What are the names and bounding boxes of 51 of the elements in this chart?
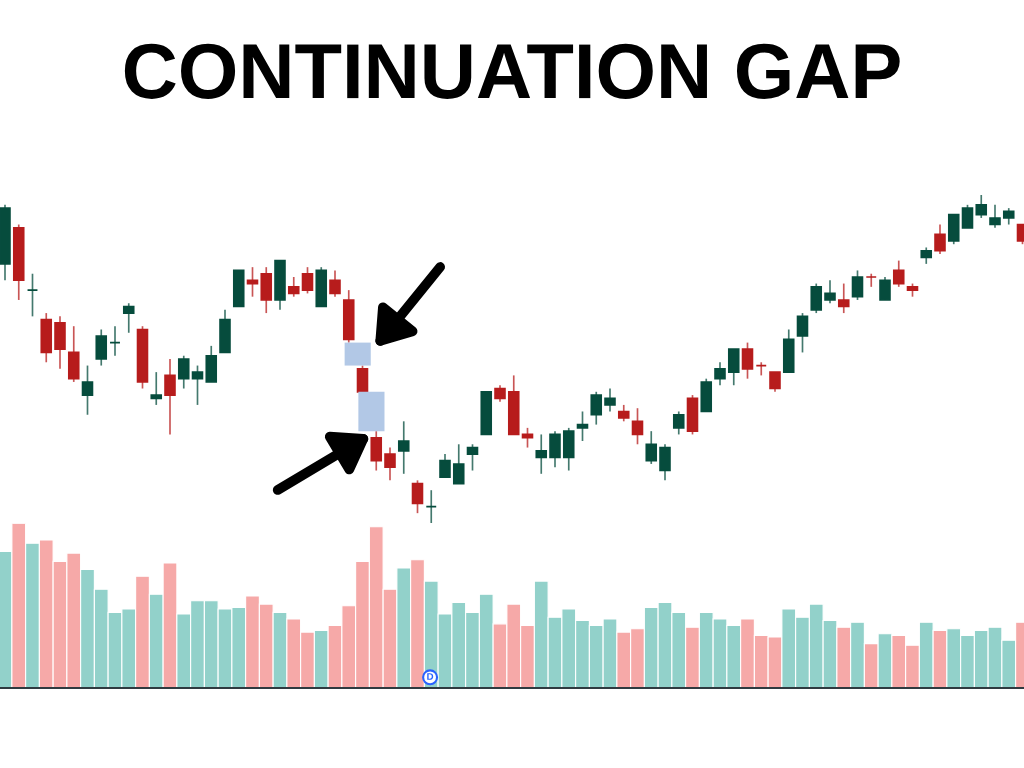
candlestick [769,371,781,393]
candlestick [439,453,451,478]
candlestick [961,204,974,229]
candlestick [755,361,768,377]
candlestick [549,430,561,469]
candlestick [109,325,121,357]
candlestick [934,223,946,255]
candlestick [879,276,891,301]
candlestick [645,430,658,465]
candlestick [356,364,369,393]
candlestick [989,204,1001,229]
candlestick [177,354,190,390]
candlestick [122,302,135,334]
candlestick [727,348,740,387]
annotation: D [427,673,434,680]
candlestick [329,269,341,298]
chart-title: CONTINUATION GAP [124,43,900,99]
candlestick [370,430,383,472]
candlestick [425,489,438,523]
candlestick [452,443,465,485]
candlestick [26,272,39,318]
candlestick [590,390,603,426]
candlestick [81,364,94,416]
candlestick [851,269,864,301]
candlestick [975,195,988,219]
candlestick [397,420,410,475]
candlestick [865,272,878,288]
candlestick [604,387,616,413]
candlestick [191,364,204,406]
candlestick [95,328,108,367]
candlestick [411,479,424,514]
candlestick [164,358,176,436]
candlestick [521,427,534,449]
candlestick [741,341,754,380]
candlestick [466,443,479,472]
candlestick [810,282,823,314]
candlestick [535,433,548,475]
candlestick [246,266,259,298]
candlestick [659,443,671,482]
candlestick [837,282,850,314]
candlestick [631,407,644,446]
candlestick [796,312,809,354]
candlestick [576,410,589,442]
candlestick [301,266,314,295]
candlestick [672,410,685,436]
candlestick [150,371,163,406]
candlestick [287,276,300,298]
candlestick [384,446,396,482]
candlestick [714,361,726,387]
candlestick [892,259,905,288]
candlestick [824,279,836,305]
